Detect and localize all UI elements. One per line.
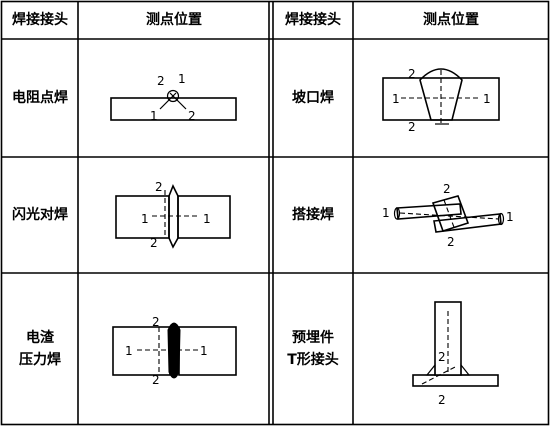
t-joint-weld-right	[460, 363, 471, 376]
lap-mark-2-bottom: 2	[447, 235, 455, 249]
lap-mark-1-left: 1	[382, 206, 390, 220]
flash-weld-upset	[168, 184, 179, 249]
t-joint-dash-diagonal	[421, 365, 458, 385]
embedded-t-joint-diagram: 2 2	[412, 301, 499, 407]
electroslag-left-bar	[112, 326, 171, 376]
lap-rod-left-end	[393, 207, 401, 220]
t-joint-mark-2-upper: 2	[438, 350, 446, 364]
row3-right-label-line1: 预埋件	[292, 329, 334, 346]
flash-mark-2-top: 2	[155, 180, 163, 194]
header-left-type: 焊接接头	[12, 11, 68, 28]
spot-mark-2-top: 2	[157, 74, 165, 88]
row3-right-label-line2: T形接头	[287, 351, 339, 368]
electroslag-mark-2-top: 2	[152, 315, 160, 329]
row1-right-label: 坡口焊	[292, 89, 334, 106]
electroslag-mark-2-bottom: 2	[152, 373, 160, 387]
flash-mark-1-right: 1	[203, 212, 211, 226]
electroslag-mark-1-left: 1	[125, 344, 133, 358]
spot-weld-diagram: 2 1 1 2	[110, 72, 237, 123]
groove-mark-2-top: 2	[408, 67, 416, 81]
row2-right-label: 搭接焊	[292, 206, 334, 223]
spot-leader-1b	[169, 92, 187, 110]
header-left-position: 测点位置	[146, 11, 202, 28]
t-joint-base-plate	[412, 374, 499, 387]
lap-dash-short	[443, 199, 456, 231]
lap-rod-left	[396, 203, 462, 220]
spot-mark-1-top: 1	[178, 72, 186, 86]
groove-weld-diagram: 2 1 1 2	[382, 67, 500, 134]
spot-weld-plate	[110, 97, 237, 121]
row3-left-label-line2: 压力焊	[19, 351, 61, 368]
header-right-type: 焊接接头	[285, 11, 341, 28]
row2-left-label: 闪光对焊	[12, 206, 68, 223]
lap-mark-2-top: 2	[443, 182, 451, 196]
electroslag-right-bar	[178, 326, 237, 376]
t-joint-mark-2-lower: 2	[438, 393, 446, 407]
lap-weld-diagram: 2 1 1 2	[382, 182, 514, 249]
flash-butt-weld-diagram: 2 1 1 2	[115, 180, 231, 250]
flash-mark-2-bottom: 2	[150, 236, 158, 250]
spot-mark-2-bottom: 2	[188, 109, 196, 123]
lap-mark-1-right: 1	[506, 210, 514, 224]
lap-weld-seam	[431, 195, 470, 232]
header-right-position: 测点位置	[423, 11, 479, 28]
row3-left-label-line1: 电渣	[26, 329, 55, 346]
t-joint-weld-left	[425, 363, 436, 376]
spot-weld-nugget	[166, 89, 180, 103]
row1-left-label: 电阻点焊	[12, 89, 68, 106]
groove-weld-bead	[419, 68, 463, 121]
electroslag-mark-1-right: 1	[200, 344, 208, 358]
groove-mark-1-right: 1	[483, 92, 491, 106]
flash-mark-1-left: 1	[141, 212, 149, 226]
spot-mark-1-bottom: 1	[150, 109, 158, 123]
groove-mark-2-bottom: 2	[408, 120, 416, 134]
groove-mark-1-left: 1	[392, 92, 400, 106]
electroslag-weld-diagram: 2 1 1 2	[112, 315, 237, 387]
